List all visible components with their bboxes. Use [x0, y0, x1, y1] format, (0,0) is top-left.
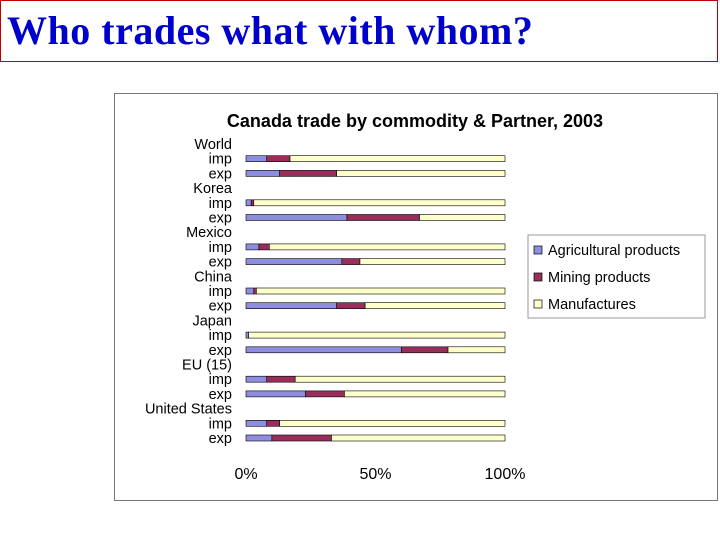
bar-segment-manufactures — [364, 302, 506, 309]
row-label-exp: exp — [209, 387, 232, 403]
bar-segment-mining-products — [266, 419, 280, 427]
bars — [245, 155, 506, 442]
bar-segment-mining-products — [279, 170, 337, 177]
partner-label: Mexico — [186, 225, 232, 241]
bar-segment-mining-products — [346, 214, 420, 221]
bar-segment-manufactures — [344, 390, 506, 398]
row-label-imp: imp — [209, 284, 232, 300]
chart-svg: Canada trade by commodity & Partner, 200… — [145, 111, 706, 483]
bar-segment-mining-products — [271, 434, 332, 442]
row-labels: WorldimpexpKoreaimpexpMexicoimpexpChinai… — [145, 137, 233, 447]
bar-segment-agricultural-products — [245, 302, 337, 309]
bar-segment-manufactures — [294, 375, 506, 383]
partner-label: China — [194, 269, 233, 285]
bar-segment-mining-products — [341, 258, 361, 265]
row-label-exp: exp — [209, 255, 232, 271]
legend-box — [527, 234, 706, 319]
bar-segment-manufactures — [289, 155, 506, 163]
chart-frame: Canada trade by commodity & Partner, 200… — [114, 93, 718, 501]
partner-label: Japan — [192, 313, 232, 329]
bar-segment-mining-products — [253, 287, 257, 295]
x-tick-label: 50% — [359, 466, 391, 483]
row-label-imp: imp — [209, 196, 232, 212]
bar-segment-manufactures — [336, 170, 506, 177]
x-tick-label: 0% — [234, 466, 257, 483]
bar-segment-manufactures — [447, 346, 506, 354]
row-label-exp: exp — [209, 299, 232, 315]
bar-segment-manufactures — [269, 243, 506, 251]
legend: Agricultural products Mining products Manu… — [527, 234, 706, 319]
bar-segment-manufactures — [279, 419, 506, 427]
bar-segment-manufactures — [419, 214, 506, 221]
row-label-exp: exp — [209, 211, 232, 227]
row-label-exp: exp — [209, 343, 232, 359]
bar-segment-manufactures — [256, 287, 506, 295]
bar-segment-manufactures — [248, 331, 506, 339]
bar-segment-mining-products — [266, 375, 296, 383]
bar-segment-agricultural-products — [245, 155, 268, 163]
bar-segment-agricultural-products — [245, 375, 268, 383]
bar-segment-agricultural-products — [245, 434, 273, 442]
row-label-imp: imp — [209, 240, 232, 256]
bar-segment-mining-products — [305, 390, 345, 398]
bar-segment-manufactures — [253, 199, 506, 207]
legend-swatch — [533, 245, 543, 255]
bar-segment-agricultural-products — [245, 214, 348, 221]
slide-title-bar: Who trades what with whom? — [0, 0, 718, 62]
chart-title: Canada trade by commodity & Partner, 200… — [227, 111, 603, 131]
row-label-imp: imp — [209, 372, 232, 388]
bar-segment-agricultural-products — [245, 331, 249, 339]
partner-label: World — [194, 137, 232, 153]
bar-segment-agricultural-products — [245, 199, 252, 207]
x-axis: 0% 50% 100% — [234, 466, 525, 483]
row-label-exp: exp — [209, 431, 232, 447]
bar-segment-mining-products — [401, 346, 449, 354]
partner-label: United States — [145, 402, 232, 418]
partner-label: EU (15) — [182, 358, 232, 374]
legend-label: Manufactures — [548, 297, 636, 313]
row-label-exp: exp — [209, 166, 232, 182]
legend-label: Agricultural products — [548, 243, 680, 259]
slide-title: Who trades what with whom? — [7, 8, 534, 53]
bar-segment-agricultural-products — [245, 390, 306, 398]
legend-label: Mining products — [548, 270, 650, 286]
bar-segment-agricultural-products — [245, 258, 343, 265]
bar-segment-agricultural-products — [245, 346, 402, 354]
row-label-imp: imp — [209, 152, 232, 168]
bar-segment-manufactures — [331, 434, 506, 442]
bar-segment-agricultural-products — [245, 287, 255, 295]
bar-segment-mining-products — [336, 302, 366, 309]
bar-segment-mining-products — [250, 199, 255, 207]
bar-segment-agricultural-products — [245, 419, 268, 427]
legend-swatch — [533, 299, 543, 309]
bar-segment-mining-products — [266, 155, 291, 163]
bar-segment-manufactures — [359, 258, 506, 265]
row-label-imp: imp — [209, 328, 232, 344]
bar-segment-agricultural-products — [245, 243, 260, 251]
row-label-imp: imp — [209, 416, 232, 432]
bar-segment-agricultural-products — [245, 170, 280, 177]
bar-segment-mining-products — [258, 243, 270, 251]
x-tick-label: 100% — [485, 466, 526, 483]
legend-swatch — [533, 272, 543, 282]
partner-label: Korea — [193, 181, 233, 197]
